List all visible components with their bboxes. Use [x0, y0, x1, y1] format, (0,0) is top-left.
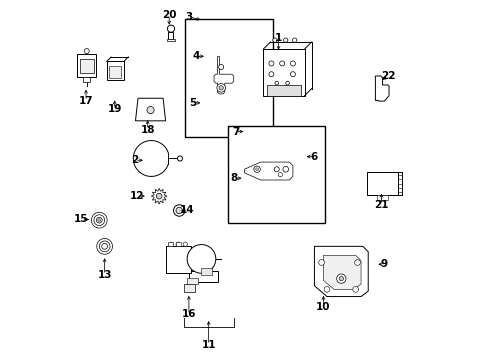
- Circle shape: [98, 219, 101, 222]
- Circle shape: [99, 241, 110, 252]
- Bar: [80, 59, 93, 73]
- Circle shape: [217, 84, 225, 92]
- Circle shape: [339, 276, 343, 281]
- Circle shape: [168, 242, 173, 246]
- Text: 13: 13: [97, 270, 112, 280]
- Circle shape: [290, 72, 295, 77]
- Polygon shape: [135, 98, 165, 121]
- Circle shape: [94, 215, 104, 226]
- Circle shape: [336, 274, 346, 283]
- Text: 4: 4: [192, 51, 200, 61]
- Bar: [183, 284, 195, 292]
- Bar: [366, 172, 397, 195]
- Text: 8: 8: [230, 173, 237, 183]
- Bar: [168, 242, 173, 246]
- Bar: [77, 54, 96, 77]
- Polygon shape: [244, 162, 292, 180]
- Circle shape: [183, 242, 187, 246]
- Text: 18: 18: [140, 125, 155, 135]
- Text: 22: 22: [380, 71, 394, 81]
- Circle shape: [173, 205, 184, 216]
- Circle shape: [176, 242, 180, 246]
- Circle shape: [285, 81, 289, 85]
- Circle shape: [218, 64, 223, 69]
- Polygon shape: [314, 246, 367, 297]
- Circle shape: [177, 156, 182, 161]
- Circle shape: [147, 107, 154, 114]
- Text: 20: 20: [162, 10, 176, 20]
- Circle shape: [278, 172, 282, 177]
- Bar: [188, 271, 217, 282]
- Polygon shape: [323, 255, 360, 289]
- Bar: [175, 242, 180, 246]
- Text: 7: 7: [231, 127, 239, 136]
- Circle shape: [268, 61, 273, 66]
- Circle shape: [292, 38, 296, 42]
- Text: 10: 10: [316, 302, 330, 312]
- Bar: [187, 278, 198, 284]
- Circle shape: [324, 287, 329, 292]
- Circle shape: [354, 260, 360, 265]
- Bar: [106, 61, 124, 80]
- Text: 19: 19: [107, 104, 122, 114]
- Circle shape: [318, 260, 324, 265]
- Circle shape: [268, 72, 273, 77]
- Circle shape: [156, 193, 162, 199]
- Bar: [165, 246, 190, 273]
- Circle shape: [282, 166, 288, 172]
- Text: 11: 11: [201, 340, 215, 350]
- Text: 14: 14: [180, 206, 194, 216]
- Text: 12: 12: [129, 191, 144, 201]
- Text: 9: 9: [380, 259, 387, 269]
- Circle shape: [167, 25, 174, 32]
- Circle shape: [91, 212, 107, 228]
- Circle shape: [274, 167, 279, 172]
- Text: 17: 17: [79, 96, 93, 106]
- Circle shape: [97, 238, 112, 254]
- Bar: [168, 32, 173, 40]
- Circle shape: [274, 81, 278, 85]
- Polygon shape: [375, 76, 388, 101]
- Bar: [166, 39, 175, 41]
- Polygon shape: [151, 188, 167, 204]
- Text: 15: 15: [74, 215, 88, 224]
- Circle shape: [290, 61, 295, 66]
- Circle shape: [283, 38, 287, 42]
- Circle shape: [352, 287, 358, 292]
- Text: 1: 1: [274, 33, 282, 43]
- Bar: [376, 195, 387, 199]
- Circle shape: [187, 244, 215, 273]
- Text: 16: 16: [182, 310, 196, 319]
- Circle shape: [84, 49, 89, 54]
- Bar: [266, 85, 301, 96]
- Circle shape: [102, 243, 107, 249]
- Circle shape: [96, 217, 102, 223]
- Circle shape: [255, 168, 258, 171]
- Text: 2: 2: [131, 155, 139, 165]
- Polygon shape: [214, 56, 233, 94]
- Circle shape: [272, 38, 277, 42]
- Text: 21: 21: [373, 200, 388, 210]
- Text: 6: 6: [310, 152, 317, 162]
- Circle shape: [279, 61, 284, 66]
- Bar: [201, 268, 211, 275]
- Text: 3: 3: [185, 12, 192, 22]
- Circle shape: [253, 166, 260, 172]
- Bar: [185, 19, 273, 137]
- Text: 5: 5: [188, 98, 196, 108]
- Bar: [263, 49, 304, 96]
- Bar: [109, 66, 121, 78]
- Bar: [228, 126, 325, 223]
- Circle shape: [176, 207, 182, 214]
- Bar: [83, 77, 90, 82]
- Circle shape: [219, 86, 223, 90]
